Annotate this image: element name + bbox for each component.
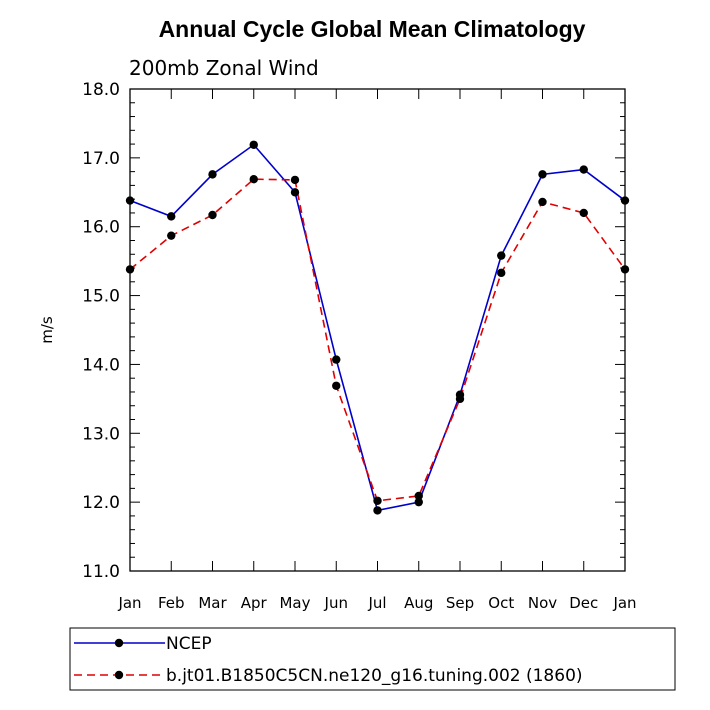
data-point	[373, 506, 382, 515]
data-point	[620, 196, 630, 205]
data-point	[538, 197, 547, 207]
data-point	[497, 268, 506, 278]
data-point	[290, 188, 300, 197]
x-tick-label: Jul	[367, 594, 386, 612]
data-point	[290, 175, 300, 185]
x-tick-label: Dec	[569, 594, 598, 612]
x-tick-label: Nov	[528, 594, 557, 612]
x-tick-label: Jun	[324, 594, 348, 612]
x-tick-label: Sep	[446, 594, 474, 612]
legend-marker	[114, 638, 124, 648]
y-tick-label: 12.0	[82, 493, 120, 513]
data-point	[249, 140, 258, 149]
x-tick-label: Jan	[612, 594, 636, 612]
data-point	[373, 496, 382, 505]
legend-label: NCEP	[166, 634, 212, 654]
y-tick-label: 16.0	[82, 218, 120, 238]
x-tick-label: Oct	[488, 594, 514, 612]
data-point	[579, 165, 588, 174]
data-point	[455, 394, 465, 404]
legend: NCEP b.jt01.B1850C5CN.ne120_g16.tuning.00…	[74, 634, 583, 686]
data-point	[579, 208, 588, 218]
x-tick-label: Jan	[117, 594, 141, 612]
data-point	[125, 196, 135, 205]
chart-subtitle: 200mb Zonal Wind	[129, 56, 319, 80]
data-point	[538, 170, 547, 179]
legend-label: b.jt01.B1850C5CN.ne120_g16.tuning.002 (1…	[166, 666, 583, 686]
plot-series	[125, 140, 630, 515]
y-axis-label: m/s	[38, 316, 56, 344]
data-point	[125, 265, 135, 274]
data-point	[208, 170, 217, 179]
x-tick-label: Apr	[241, 594, 268, 612]
series-line	[129, 178, 626, 502]
x-tick-label: Aug	[404, 594, 433, 612]
y-tick-label: 13.0	[82, 424, 120, 444]
data-point	[208, 210, 217, 220]
x-tick-label: Mar	[198, 594, 227, 612]
data-point	[497, 251, 506, 260]
y-axis: 11.0 12.0 13.0 14.0 15.0 16.0 17.0 18.0	[82, 80, 625, 582]
data-point	[332, 355, 341, 364]
chart-title: Annual Cycle Global Mean Climatology	[159, 16, 586, 42]
y-tick-label: 11.0	[82, 562, 120, 582]
x-axis: Jan Feb Mar Apr May Jun Jul Aug Sep Oct Nov Dec Jan	[117, 89, 637, 612]
data-point	[414, 497, 423, 507]
data-point	[167, 231, 176, 240]
data-point	[414, 491, 423, 501]
data-point	[620, 265, 630, 274]
y-tick-label: 14.0	[82, 355, 120, 375]
data-point	[332, 381, 341, 390]
y-tick-label: 17.0	[82, 149, 120, 169]
data-point	[249, 175, 258, 184]
legend-box	[69, 627, 676, 691]
x-tick-label: May	[279, 594, 310, 612]
x-tick-label: Feb	[158, 594, 185, 612]
y-tick-label: 18.0	[82, 80, 120, 100]
data-point	[167, 212, 176, 221]
y-tick-label: 15.0	[82, 287, 120, 307]
series-line	[129, 143, 626, 512]
legend-marker	[114, 670, 124, 680]
